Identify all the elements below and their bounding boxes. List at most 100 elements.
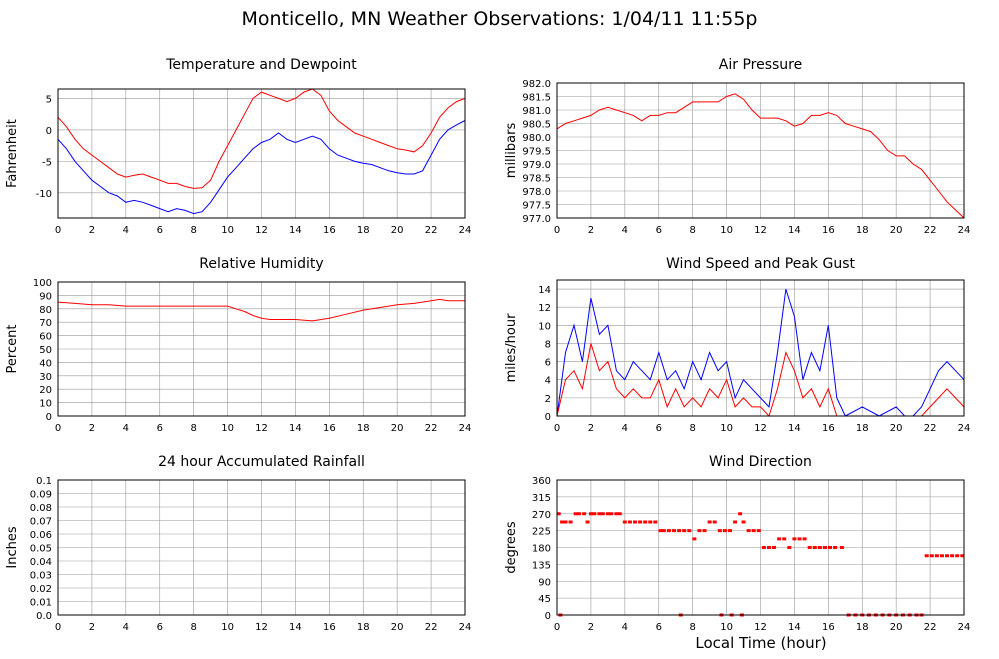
y-tick-label: 10 <box>538 321 551 332</box>
x-tick-label: 18 <box>856 423 869 434</box>
x-tick-label: 8 <box>190 423 196 434</box>
x-tick-label: 22 <box>425 423 438 434</box>
x-tick-label: 2 <box>89 225 95 236</box>
direction-point <box>692 537 697 541</box>
x-tick-label: 18 <box>357 622 370 633</box>
x-tick-label: 2 <box>588 423 594 434</box>
y-tick-label: 225 <box>532 527 551 538</box>
y-tick-label: 0.06 <box>30 530 52 541</box>
direction-point <box>766 546 771 549</box>
x-tick-label: 16 <box>822 225 835 236</box>
x-tick-label: 22 <box>924 225 937 236</box>
x-tick-label: 10 <box>221 622 234 633</box>
x-tick-label: 18 <box>856 622 869 633</box>
y-tick-label: 980.0 <box>522 133 551 144</box>
wind-series-0-line <box>556 288 965 417</box>
x-tick-label: 14 <box>788 622 801 633</box>
y-tick-label: 20 <box>39 385 52 396</box>
direction-point <box>939 554 944 558</box>
x-tick-label: 6 <box>656 622 662 633</box>
direction-point <box>653 520 658 524</box>
direction-point <box>617 512 622 516</box>
chart-title: Temperature and Dewpoint <box>165 57 357 73</box>
direction-point <box>792 537 797 541</box>
x-tick-label: 0 <box>55 423 61 434</box>
y-tick-label: 0.03 <box>30 571 52 582</box>
y-tick-label: 980.5 <box>522 120 551 131</box>
temp-series-0-line <box>57 88 466 189</box>
y-axis-label: Percent <box>5 325 20 374</box>
direction-point <box>614 512 619 516</box>
x-tick-label: 12 <box>754 225 767 236</box>
y-axis-label: millibars <box>504 123 519 179</box>
direction-point <box>746 529 751 533</box>
y-axis-label: Inches <box>5 526 20 568</box>
x-tick-label: 18 <box>357 225 370 236</box>
y-tick-label: 100 <box>33 278 52 289</box>
y-tick-label: 982.0 <box>522 79 551 90</box>
x-tick-label: 6 <box>157 622 163 633</box>
x-tick-label: 0 <box>55 622 61 633</box>
direction-point <box>609 512 614 516</box>
y-tick-label: 135 <box>532 560 551 571</box>
y-tick-label: 30 <box>39 372 52 383</box>
direction-point <box>677 529 682 533</box>
chart-title: 24 hour Accumulated Rainfall <box>158 454 365 470</box>
y-tick-label: 12 <box>538 303 551 314</box>
y-tick-label: 0.07 <box>30 517 52 528</box>
x-tick-label: 12 <box>754 622 767 633</box>
direction-point <box>960 554 965 558</box>
y-tick-label: 60 <box>39 332 52 343</box>
y-tick-label: 0.01 <box>30 598 52 609</box>
x-tick-label: 18 <box>357 423 370 434</box>
y-tick-label: 0 <box>46 412 52 423</box>
y-tick-label: 90 <box>538 577 551 588</box>
x-tick-label: 12 <box>255 622 268 633</box>
y-tick-label: 0.0 <box>36 611 52 622</box>
page-title: Monticello, MN Weather Observations: 1/0… <box>241 8 758 30</box>
direction-point <box>950 554 955 558</box>
plot-frame <box>556 479 965 616</box>
plot-frame <box>57 281 466 417</box>
direction-point <box>807 546 812 549</box>
direction-point <box>658 529 663 533</box>
direction-point <box>787 546 792 549</box>
y-tick-label: 0.02 <box>30 584 52 595</box>
direction-point <box>802 537 807 541</box>
x-axis-label: Local Time (hour) <box>695 634 827 652</box>
y-tick-label: 10 <box>39 399 52 410</box>
chart-title: Air Pressure <box>719 57 802 73</box>
x-tick-label: 14 <box>788 423 801 434</box>
direction-point <box>661 529 666 533</box>
direction-point <box>817 546 822 549</box>
direction-point <box>648 520 653 524</box>
direction-point <box>573 512 578 516</box>
x-tick-label: 20 <box>890 622 903 633</box>
y-tick-label: -5 <box>42 157 52 168</box>
direction-point <box>756 529 761 533</box>
plot-frame <box>556 279 965 417</box>
direction-point <box>751 529 756 533</box>
direction-point <box>797 537 802 541</box>
x-tick-label: 20 <box>391 622 404 633</box>
direction-point <box>782 537 787 541</box>
y-tick-label: 977.5 <box>522 201 551 212</box>
direction-point <box>738 512 743 516</box>
y-axis-label: Fahrenheit <box>5 119 20 188</box>
x-tick-label: 4 <box>622 225 628 236</box>
chart-title: Wind Direction <box>709 454 812 470</box>
x-tick-label: 8 <box>689 225 695 236</box>
x-tick-label: 10 <box>221 225 234 236</box>
direction-point <box>955 554 960 558</box>
direction-point <box>643 520 648 524</box>
x-tick-label: 8 <box>190 225 196 236</box>
x-tick-label: 24 <box>958 622 971 633</box>
direction-point <box>666 529 671 533</box>
x-tick-label: 24 <box>459 225 472 236</box>
direction-point <box>600 512 605 516</box>
x-tick-label: 14 <box>289 622 302 633</box>
x-tick-label: 8 <box>689 622 695 633</box>
